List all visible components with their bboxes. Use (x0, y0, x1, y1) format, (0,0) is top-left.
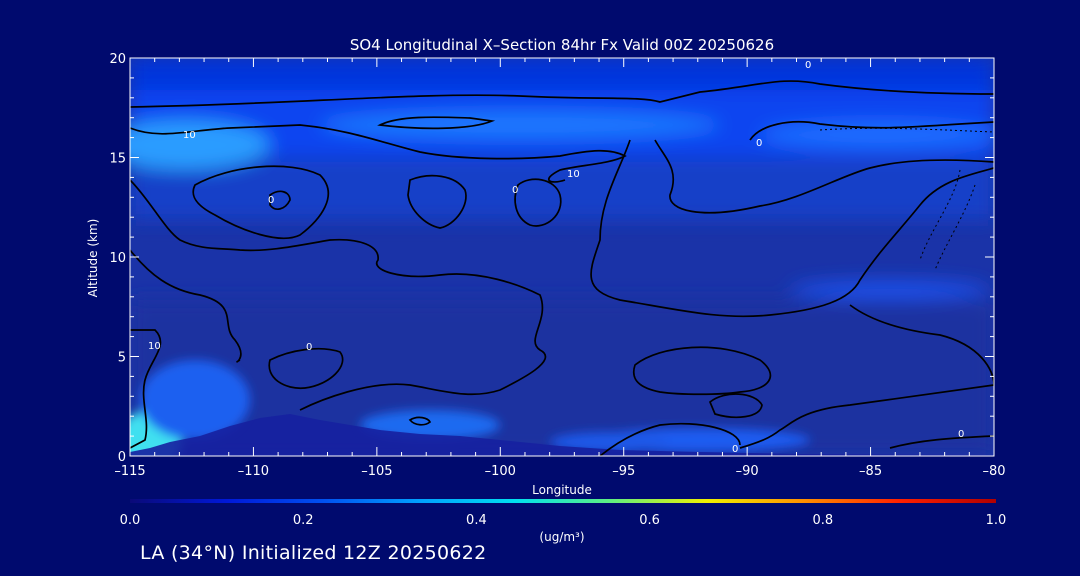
contour-lines (130, 80, 994, 456)
colorbar-tick-label: 0.4 (466, 513, 487, 528)
x-tick-label: –100 (485, 464, 516, 479)
x-tick-label: –115 (114, 464, 145, 479)
x-tick-label: –105 (361, 464, 392, 479)
contour-line-dotted (819, 127, 994, 133)
colorbar-tick-label: 0.2 (293, 513, 314, 528)
contour-line (590, 139, 994, 318)
heatmap-patch-east-mid (790, 280, 990, 300)
y-axis: 0 5 10 15 20 (109, 52, 994, 465)
contour-line (130, 329, 162, 449)
terrain (130, 414, 994, 456)
contour-label: 0 (732, 444, 738, 455)
y-tick-label: 5 (118, 351, 126, 366)
y-axis-label: Altitude (km) (86, 219, 100, 298)
x-axis: –115 –110 –105 –100 –95 –90 –85 –80 (114, 58, 1006, 479)
x-tick-label: –95 (612, 464, 635, 479)
y-tick-label: 15 (109, 152, 126, 167)
x-axis-label: Longitude (532, 483, 592, 497)
contour-line (130, 80, 994, 108)
contour-line (889, 435, 994, 449)
contour-line (514, 178, 562, 227)
contour-label: 0 (306, 342, 312, 353)
contour-line (408, 416, 432, 426)
contour-lines-dotted (819, 127, 994, 271)
contour-line (268, 347, 344, 389)
heatmap-max-upper-west (130, 120, 270, 170)
colorbar-tick-label: 1.0 (986, 513, 1007, 528)
contour-line-dotted (934, 184, 976, 271)
contour-line (654, 139, 994, 214)
contour-label: 10 (567, 169, 580, 180)
contour-line (407, 174, 467, 229)
x-tick-label: –85 (859, 464, 882, 479)
contour-label: 0 (512, 185, 518, 196)
x-tick-label: –110 (238, 464, 269, 479)
run-caption: LA (34°N) Initialized 12Z 20250622 (140, 542, 487, 564)
colorbar-ticks: 0.0 0.2 0.4 0.6 0.8 1.0 (120, 513, 1007, 528)
heatmap-patch-surface-west (140, 360, 250, 440)
contour-line (599, 422, 741, 456)
colorbar-tick-label: 0.8 (812, 513, 833, 528)
contour-label: 0 (268, 195, 274, 206)
contour-label: 0 (958, 429, 964, 440)
contour-label: 0 (805, 60, 811, 71)
heatmap-field (130, 58, 994, 456)
colorbar-tick-label: 0.6 (639, 513, 660, 528)
y-tick-label: 20 (109, 52, 126, 67)
contour-line (269, 190, 291, 210)
contour-label: 10 (183, 130, 196, 141)
contour-line (130, 179, 547, 411)
contour-label: 0 (756, 138, 762, 149)
contour-line (632, 346, 772, 396)
heatmap-band-top (130, 58, 994, 90)
colorbar (130, 499, 996, 503)
contour-line (192, 165, 330, 240)
contour-labels: 0 10 0 0 10 0 0 10 0 0 (148, 60, 964, 455)
colorbar-unit: (ug/m³) (539, 530, 584, 544)
contour-line (739, 304, 994, 449)
contour-label: 10 (148, 341, 161, 352)
contour-line (749, 121, 994, 141)
y-tick-label: 0 (118, 450, 126, 465)
chart-title: SO4 Longitudinal X–Section 84hr Fx Valid… (350, 36, 774, 54)
contour-line (130, 124, 627, 183)
heatmap-patch-surface-east2 (550, 432, 670, 452)
heatmap-max-upper-east (760, 121, 994, 149)
contour-line (708, 393, 763, 419)
contour-line (130, 249, 242, 363)
x-tick-label: –90 (736, 464, 759, 479)
y-tick-label: 10 (109, 251, 126, 266)
contour-line (377, 116, 496, 130)
x-tick-label: –80 (982, 464, 1005, 479)
colorbar-tick-label: 0.0 (120, 513, 141, 528)
